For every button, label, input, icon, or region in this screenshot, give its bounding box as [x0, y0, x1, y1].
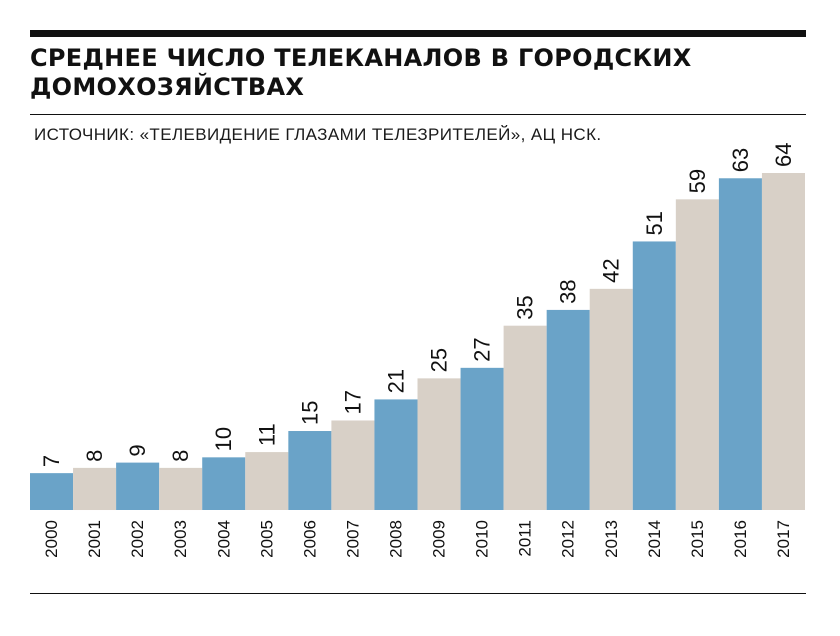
bar-2010 — [460, 367, 504, 510]
value-label-2001: 8 — [82, 450, 107, 462]
x-tick-2014: 2014 — [645, 520, 664, 558]
bar-2013 — [589, 288, 633, 510]
x-tick-2012: 2012 — [559, 520, 578, 558]
value-label-2003: 8 — [168, 450, 193, 462]
bar-2015 — [675, 199, 719, 510]
x-tick-2000: 2000 — [42, 520, 61, 558]
bar-2003 — [159, 467, 203, 511]
bar-2002 — [116, 462, 160, 510]
x-tick-2013: 2013 — [602, 520, 621, 558]
bar-2004 — [202, 457, 246, 510]
x-tick-2004: 2004 — [214, 520, 233, 558]
x-tick-2011: 2011 — [516, 520, 535, 557]
value-labels-group: 7 8 9 8 10 11 15 17 21 25 27 35 38 42 51 59 63 64 — [39, 143, 796, 468]
bar-2006 — [288, 431, 332, 510]
top-rule — [30, 30, 806, 37]
bar-2007 — [331, 420, 375, 510]
x-tick-2015: 2015 — [688, 520, 707, 558]
value-label-2010: 27 — [470, 337, 495, 361]
value-label-2013: 42 — [599, 258, 624, 282]
value-label-2011: 35 — [513, 295, 538, 319]
bar-2011 — [503, 325, 547, 510]
x-tick-2016: 2016 — [731, 520, 750, 558]
x-tick-2003: 2003 — [171, 520, 190, 558]
bar-2014 — [632, 241, 676, 510]
x-tick-labels-group: 2000 2001 2002 2003 2004 2005 2006 2007 2008 2009… — [42, 520, 793, 558]
bar-2000 — [30, 473, 74, 510]
bar-2008 — [374, 399, 418, 510]
value-label-2002: 9 — [125, 444, 150, 456]
bars-group — [30, 173, 805, 511]
value-label-2017: 64 — [771, 143, 796, 167]
bar-2005 — [245, 452, 289, 510]
bar-2012 — [546, 309, 590, 510]
bottom-rule — [30, 593, 806, 594]
value-label-2009: 25 — [427, 348, 452, 372]
value-label-2004: 10 — [211, 427, 236, 451]
value-label-2007: 17 — [340, 390, 365, 414]
chart-title: СРЕДНЕЕ ЧИСЛО ТЕЛЕКАНАЛОВ В ГОРОДСКИХ ДО… — [30, 44, 692, 101]
value-label-2000: 7 — [39, 455, 64, 467]
bar-2016 — [718, 178, 762, 510]
x-tick-2002: 2002 — [128, 520, 147, 558]
x-tick-2008: 2008 — [386, 520, 405, 558]
source-note: ИСТОЧНИК: «ТЕЛЕВИДЕНИЕ ГЛАЗАМИ ТЕЛЕЗРИТЕ… — [34, 125, 602, 144]
value-label-2006: 15 — [297, 401, 322, 425]
x-tick-2010: 2010 — [473, 520, 492, 558]
x-tick-2009: 2009 — [430, 520, 449, 558]
bar-2001 — [73, 467, 117, 511]
value-label-2012: 38 — [556, 279, 581, 303]
bar-2009 — [417, 378, 461, 510]
x-tick-2005: 2005 — [257, 520, 276, 558]
value-label-2008: 21 — [383, 369, 408, 393]
value-label-2015: 59 — [685, 169, 710, 193]
value-label-2016: 63 — [728, 148, 753, 172]
value-label-2005: 11 — [254, 423, 279, 446]
title-divider — [30, 114, 806, 115]
x-tick-2001: 2001 — [85, 520, 104, 558]
x-tick-2007: 2007 — [343, 520, 362, 558]
x-tick-2017: 2017 — [774, 520, 793, 558]
x-tick-2006: 2006 — [300, 520, 319, 558]
bar-2017 — [761, 173, 805, 510]
value-label-2014: 51 — [642, 211, 667, 235]
